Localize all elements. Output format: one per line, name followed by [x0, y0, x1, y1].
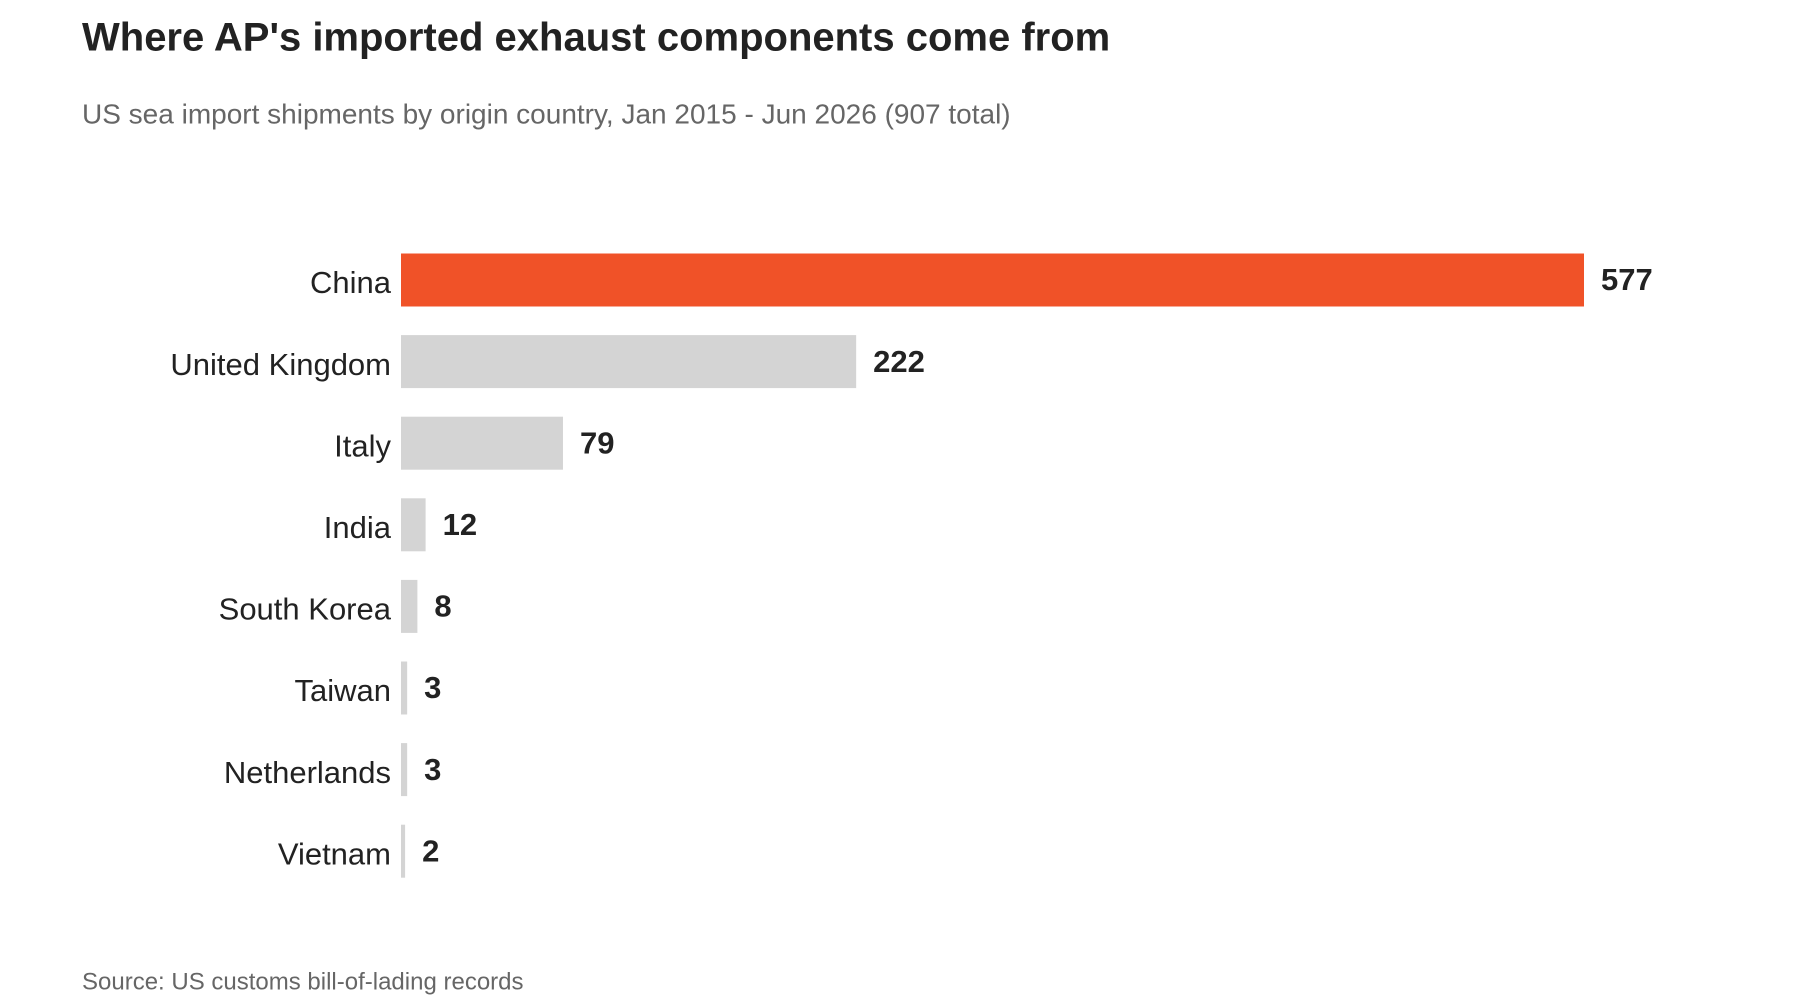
bar	[401, 661, 408, 715]
category-label: Taiwan	[295, 673, 392, 708]
bar	[401, 335, 857, 389]
value-label: 577	[1601, 262, 1653, 297]
category-label: Vietnam	[278, 836, 391, 871]
value-label: 8	[434, 589, 451, 624]
category-label: India	[324, 510, 392, 545]
bar	[401, 253, 1584, 307]
value-label: 3	[424, 752, 441, 787]
bar	[401, 824, 406, 878]
category-label: Netherlands	[224, 755, 391, 790]
bar	[401, 579, 418, 633]
chart-subtitle: US sea import shipments by origin countr…	[82, 98, 1011, 129]
bar	[401, 498, 426, 552]
category-label: China	[310, 265, 392, 300]
value-label: 79	[580, 425, 614, 460]
category-label: South Korea	[219, 592, 392, 627]
value-label: 222	[873, 344, 925, 379]
category-label: Italy	[334, 428, 391, 463]
bar	[401, 743, 408, 797]
value-label: 2	[422, 833, 439, 868]
value-label: 12	[443, 507, 477, 542]
category-label: United Kingdom	[170, 347, 391, 382]
chart-title: Where AP's imported exhaust components c…	[82, 16, 1110, 60]
chart-source: Source: US customs bill-of-lading record…	[82, 968, 524, 995]
bar	[401, 416, 563, 470]
value-label: 3	[424, 670, 441, 705]
